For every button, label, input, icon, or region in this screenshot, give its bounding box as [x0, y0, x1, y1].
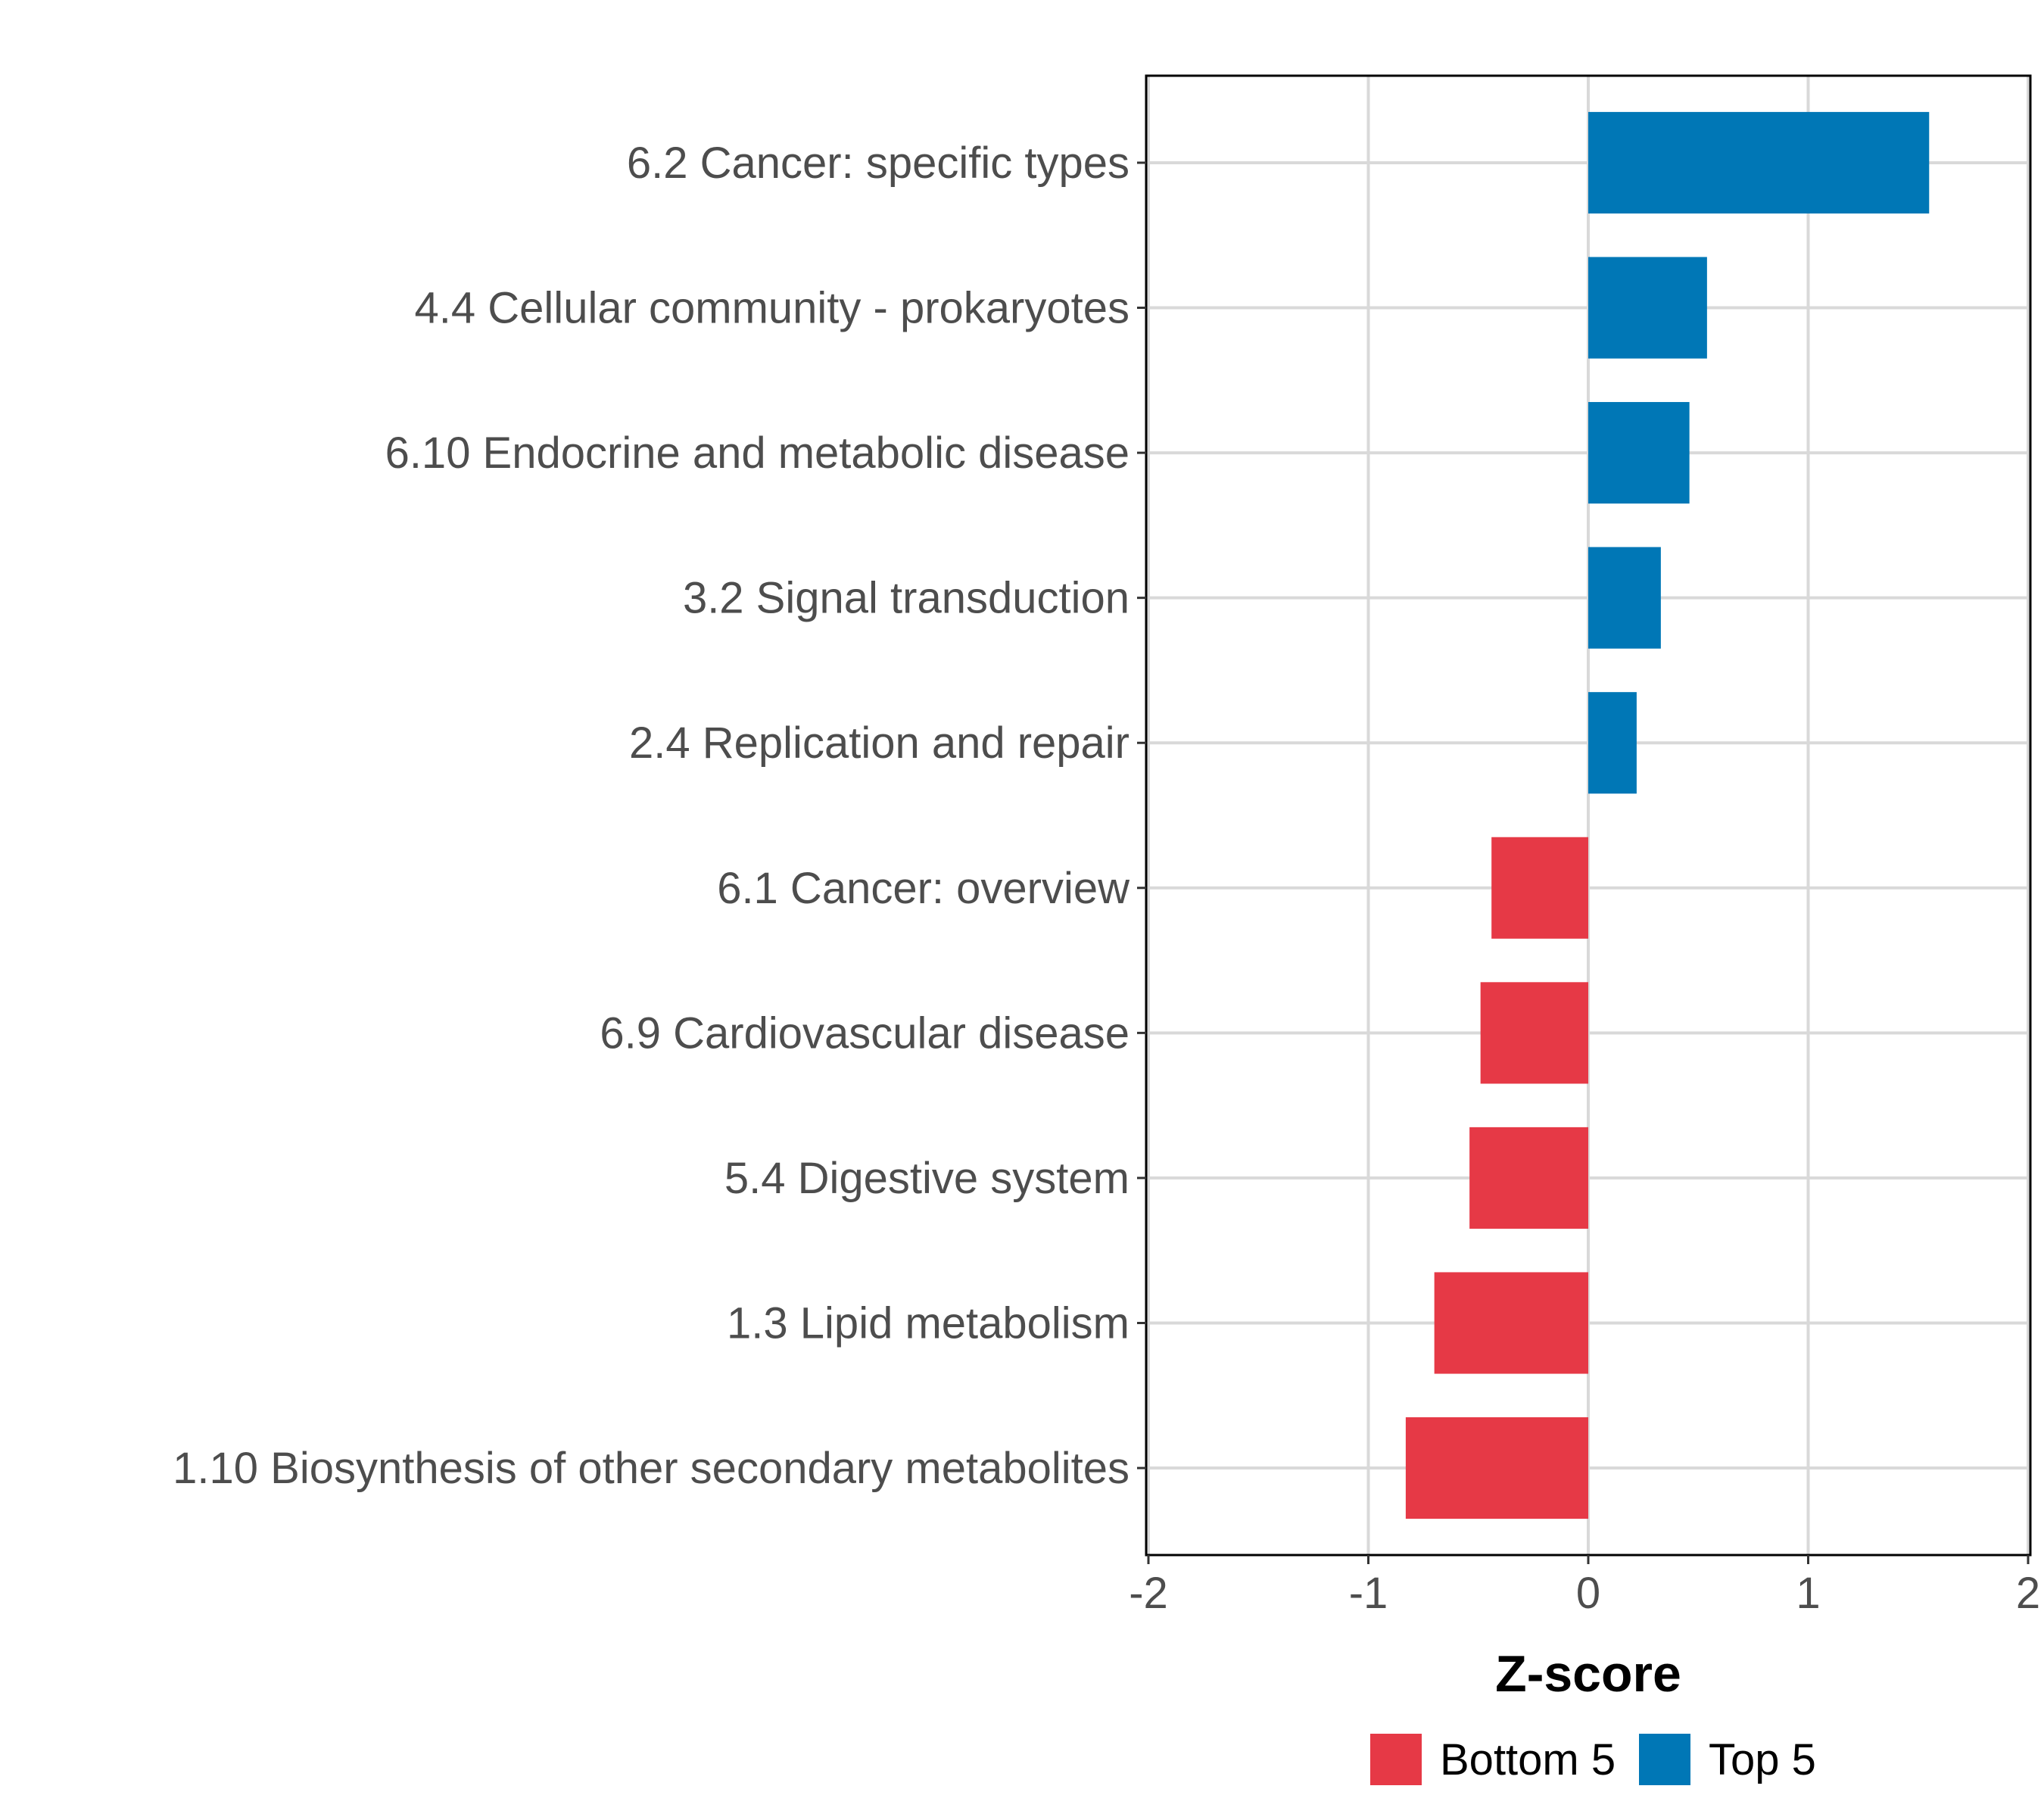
y-axis: 6.2 Cancer: specific types 4.4 Cellular c… — [173, 139, 1146, 1493]
x-tick-label: 2 — [2016, 1569, 2040, 1618]
bar — [1469, 1127, 1588, 1229]
category-label: 1.10 Biosynthesis of other secondary met… — [173, 1444, 1129, 1493]
category-label: 6.9 Cardiovascular disease — [600, 1008, 1129, 1058]
bar — [1588, 257, 1707, 359]
legend-label: Bottom 5 — [1440, 1735, 1616, 1784]
x-axis-title: Z-score — [1495, 1645, 1681, 1703]
bar — [1434, 1272, 1588, 1374]
category-label: 5.4 Digestive system — [724, 1154, 1129, 1203]
category-label: 1.3 Lipid metabolism — [727, 1298, 1129, 1348]
bar — [1588, 547, 1661, 649]
bar — [1405, 1417, 1588, 1519]
category-label: 6.10 Endocrine and metabolic disease — [385, 429, 1129, 478]
category-label: 4.4 Cellular community - prokaryotes — [415, 284, 1129, 333]
x-tick-label: -1 — [1349, 1569, 1388, 1618]
bar — [1588, 692, 1637, 794]
x-tick-label: 1 — [1796, 1569, 1820, 1618]
legend: Bottom 5 Top 5 — [1370, 1734, 1816, 1785]
category-label: 3.2 Signal transduction — [683, 574, 1129, 623]
legend-swatch — [1639, 1734, 1690, 1785]
category-label: 6.2 Cancer: specific types — [627, 139, 1129, 188]
legend-label: Top 5 — [1709, 1735, 1816, 1784]
bar — [1588, 111, 1930, 213]
category-label: 6.1 Cancer: overview — [717, 864, 1130, 913]
bar — [1588, 402, 1690, 504]
x-tick-label: -2 — [1129, 1569, 1168, 1618]
legend-swatch — [1370, 1734, 1422, 1785]
bars — [1405, 111, 1930, 1519]
bar — [1480, 982, 1588, 1084]
x-axis: -2 -1 0 1 2 — [1129, 1555, 2040, 1618]
category-label: 2.4 Replication and repair — [629, 718, 1129, 768]
bar — [1491, 837, 1588, 939]
x-tick-label: 0 — [1576, 1569, 1600, 1618]
